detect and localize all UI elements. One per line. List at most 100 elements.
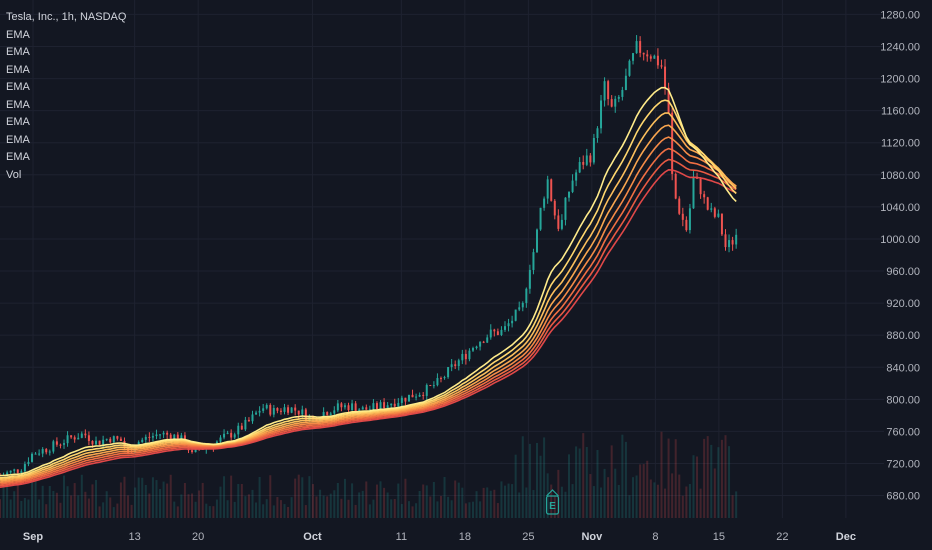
candle-body [52,441,55,452]
candle-body [407,394,410,402]
volume-bar [336,482,339,518]
chart-legend: Tesla, Inc., 1h, NASDAQ EMA EMA EMA EMA … [6,9,126,184]
volume-bar [692,455,695,518]
volume-bar [653,482,656,518]
candle-body [386,405,389,409]
volume-bar [255,502,258,518]
candle-body [511,320,514,324]
candle-body [173,434,176,440]
volume-bar [518,492,521,518]
volume-bar [671,473,674,518]
candle-body [375,403,378,410]
candle-body [447,367,450,378]
volume-bar [365,481,368,518]
volume-bar [436,501,439,518]
candle-body [589,155,592,163]
candle-body [532,252,535,270]
volume-bar [183,482,186,518]
volume-bar [151,477,154,518]
volume-bar [731,495,734,518]
volume-bar [55,492,58,518]
volume-bar [656,484,659,518]
legend-ema-7[interactable]: EMA [6,133,30,146]
volume-bar [276,497,279,518]
volume-bar [297,474,300,518]
volume-bar [536,442,539,518]
legend-ema-3[interactable]: EMA [6,63,30,76]
legend-ema-5[interactable]: EMA [6,98,30,111]
volume-bar [525,487,528,518]
volume-bar [439,495,442,518]
volume-bar [589,474,592,518]
price-tick-label: 760.00 [886,426,920,438]
candle-body [347,405,350,410]
candle-body [272,408,275,415]
volume-bar [194,501,197,518]
legend-ema-2[interactable]: EMA [6,46,30,58]
candle-body [450,364,453,368]
time-tick-label: 18 [459,531,471,543]
candle-body [731,240,734,245]
candle-body [151,436,154,438]
volume-bar [269,475,272,518]
candle-body [457,360,460,367]
price-tick-label: 960.00 [886,266,920,278]
candle-body [73,437,76,440]
candle-body [13,469,16,471]
time-tick-label: 20 [192,531,204,543]
volume-bar [447,496,450,518]
candle-body [475,346,478,349]
volume-bar [180,494,183,518]
candle-body [493,329,496,332]
volume-bar [6,481,9,518]
volume-bar [596,449,599,518]
price-tick-label: 800.00 [886,394,920,406]
candle-body [162,432,165,435]
candle-body [439,378,442,380]
volume-bar [38,499,41,518]
volume-bar [308,476,311,518]
volume-bar [31,481,34,518]
volume-bar [13,491,16,518]
volume-bar [205,503,208,518]
volume-bar [315,496,318,518]
candle-body [596,128,599,139]
volume-bar [215,499,218,518]
candle-body [543,198,546,208]
volume-bar [383,487,386,518]
volume-bar [80,474,83,518]
volume-bar [642,464,645,518]
candle-body [144,436,147,440]
candle-body [571,180,574,192]
legend-volume[interactable]: Vol [6,168,22,181]
legend-ema-1[interactable]: EMA [6,28,30,41]
candle-body [656,55,659,66]
time-tick-label: 25 [522,531,534,543]
volume-bar [311,484,314,518]
candle-body [45,449,48,453]
candle-body [411,394,414,398]
volume-bar [688,484,691,518]
volume-bar [418,490,421,518]
candle-body [237,425,240,435]
ema-line-7 [0,158,737,487]
legend-ema-8[interactable]: EMA [6,151,30,163]
volume-bar [457,482,460,518]
candle-body [27,461,30,465]
time-tick-label: Oct [303,531,322,543]
volume-bar [27,499,30,518]
candle-body [578,162,581,173]
legend-ema-6[interactable]: EMA [6,116,30,128]
time-tick-label: 22 [776,531,788,543]
volume-bar [585,446,588,518]
candle-body [240,425,243,430]
candle-body [521,302,524,308]
candle-body [379,402,382,410]
candle-body [592,138,595,163]
candle-body [59,444,62,446]
volume-bar [614,468,617,518]
candle-body [31,453,34,462]
volume-bar [109,497,112,518]
legend-ema-4[interactable]: EMA [6,81,30,93]
